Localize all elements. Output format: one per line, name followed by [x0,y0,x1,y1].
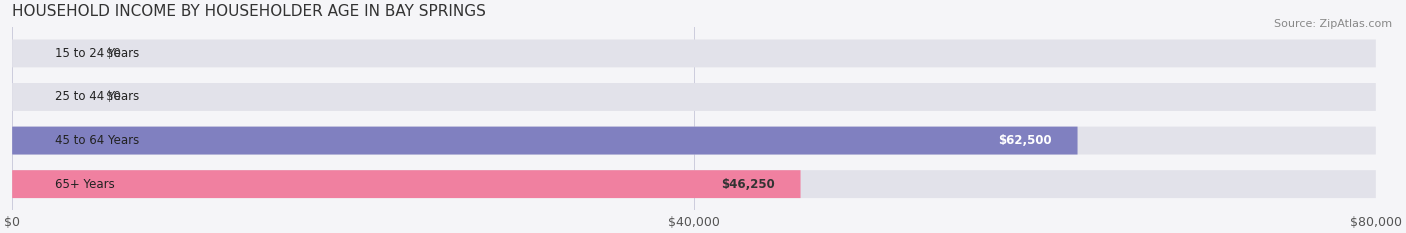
Text: $0: $0 [105,90,121,103]
FancyBboxPatch shape [13,170,1376,198]
Text: HOUSEHOLD INCOME BY HOUSEHOLDER AGE IN BAY SPRINGS: HOUSEHOLD INCOME BY HOUSEHOLDER AGE IN B… [13,4,486,19]
FancyBboxPatch shape [13,170,800,198]
Text: $0: $0 [105,47,121,60]
Text: 15 to 24 Years: 15 to 24 Years [55,47,139,60]
Text: $62,500: $62,500 [998,134,1052,147]
FancyBboxPatch shape [13,83,1376,111]
FancyBboxPatch shape [13,127,1376,154]
Text: Source: ZipAtlas.com: Source: ZipAtlas.com [1274,19,1392,29]
FancyBboxPatch shape [13,127,1077,154]
Text: $46,250: $46,250 [721,178,775,191]
FancyBboxPatch shape [13,39,1376,67]
Text: 25 to 44 Years: 25 to 44 Years [55,90,139,103]
Text: 65+ Years: 65+ Years [55,178,114,191]
Text: 45 to 64 Years: 45 to 64 Years [55,134,139,147]
